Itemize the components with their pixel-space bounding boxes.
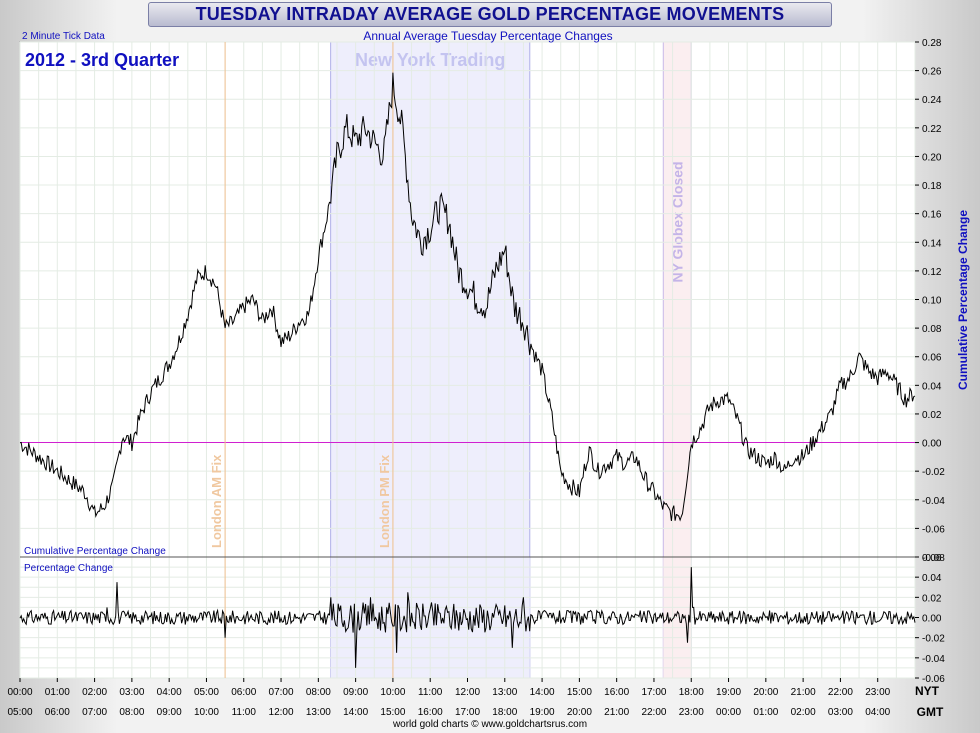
x-tick-label-gmt: 00:00 <box>716 707 741 718</box>
y-tick-label-upper: 0.26 <box>922 67 942 78</box>
y-tick-label-upper: 0.16 <box>922 210 942 221</box>
x-tick-label-gmt: 19:00 <box>530 707 555 718</box>
y-tick-label-upper: 0.06 <box>922 353 942 364</box>
x-tick-label-nyt: 08:00 <box>306 687 331 698</box>
tick-note: 2 Minute Tick Data <box>22 31 105 42</box>
fix-label-0: London AM Fix <box>209 454 224 548</box>
x-tick-label-nyt: 19:00 <box>716 687 741 698</box>
x-tick-label-nyt: 10:00 <box>380 687 405 698</box>
x-tick-label-gmt: 06:00 <box>45 707 70 718</box>
y-tick-label-upper: 0.10 <box>922 296 942 307</box>
x-tick-label-nyt: 07:00 <box>269 687 294 698</box>
x-tick-label-gmt: 08:00 <box>119 707 144 718</box>
y-tick-label-upper: 0.22 <box>922 124 942 135</box>
x-tick-label-nyt: 22:00 <box>828 687 853 698</box>
y-tick-label-lower: -0.06 <box>922 674 945 685</box>
fix-lines: London AM Fix London PM Fix <box>209 42 394 678</box>
x-tick-label-gmt: 04:00 <box>865 707 890 718</box>
fix-label-1: London PM Fix <box>377 454 392 548</box>
series-layer <box>19 72 916 668</box>
x-tick-label-gmt: 17:00 <box>455 707 480 718</box>
gmt-label: GMT <box>917 705 944 719</box>
x-tick-label-gmt: 20:00 <box>567 707 592 718</box>
x-tick-label-nyt: 01:00 <box>45 687 70 698</box>
y-axis-upper: -0.08 -0.06 -0.04 -0.02 0.00 0.02 0.04 0.06 0.08… <box>915 38 945 564</box>
x-tick-label-gmt: 10:00 <box>194 707 219 718</box>
nyt-label: NYT <box>915 684 940 698</box>
period-label: 2012 - 3rd Quarter <box>25 50 179 70</box>
y-tick-label-upper: 0.00 <box>922 439 942 450</box>
x-tick-label-nyt: 21:00 <box>791 687 816 698</box>
chart-title: TUESDAY INTRADAY AVERAGE GOLD PERCENTAGE… <box>195 4 785 24</box>
y-axis-lower: -0.06 -0.04 -0.02 0.00 0.02 0.04 0.06 <box>915 553 945 685</box>
cumulative-series-line <box>19 72 916 522</box>
x-tick-label-gmt: 14:00 <box>343 707 368 718</box>
x-axis: 00:00 05:00 01:00 06:00 02:00 07:00 03:00 08:00… <box>7 678 891 718</box>
y-tick-label-upper: -0.02 <box>922 467 945 478</box>
percentage-change-series-line <box>19 567 916 668</box>
x-tick-label-gmt: 21:00 <box>604 707 629 718</box>
y-tick-label-lower: 0.02 <box>922 593 942 604</box>
x-tick-label-gmt: 11:00 <box>232 707 257 718</box>
y-tick-label-lower: 0.00 <box>922 614 942 625</box>
x-tick-label-gmt: 16:00 <box>418 707 443 718</box>
x-tick-label-gmt: 23:00 <box>679 707 704 718</box>
x-tick-label-nyt: 15:00 <box>567 687 592 698</box>
x-tick-label-gmt: 05:00 <box>7 707 32 718</box>
x-tick-label-gmt: 07:00 <box>82 707 107 718</box>
y-tick-label-lower: 0.06 <box>922 553 942 564</box>
y-tick-label-upper: 0.18 <box>922 181 942 192</box>
title-banner: TUESDAY INTRADAY AVERAGE GOLD PERCENTAGE… <box>148 2 832 27</box>
y-tick-label-upper: -0.08 <box>922 553 945 564</box>
x-tick-label-nyt: 02:00 <box>82 687 107 698</box>
x-tick-label-nyt: 12:00 <box>455 687 480 698</box>
y-tick-label-upper: 0.08 <box>922 324 942 335</box>
x-tick-label-nyt: 14:00 <box>530 687 555 698</box>
upper-panel-label: Cumulative Percentage Change <box>24 546 166 557</box>
x-tick-label-nyt: 23:00 <box>865 687 890 698</box>
subtitle: Annual Average Tuesday Percentage Change… <box>363 29 612 43</box>
y-tick-label-upper: -0.04 <box>922 496 945 507</box>
credit: world gold charts © www.goldchartsrus.co… <box>392 719 587 730</box>
y-tick-label-upper: 0.24 <box>922 95 942 106</box>
x-tick-label-gmt: 12:00 <box>269 707 294 718</box>
y-tick-label-upper: 0.28 <box>922 38 942 49</box>
x-tick-label-gmt: 01:00 <box>753 707 778 718</box>
y-tick-label-upper: 0.02 <box>922 410 942 421</box>
y-tick-label-upper: 0.04 <box>922 381 942 392</box>
x-tick-label-nyt: 03:00 <box>119 687 144 698</box>
x-tick-label-nyt: 09:00 <box>343 687 368 698</box>
region-label-globex-closed: NY Globex Closed <box>669 161 685 282</box>
y-tick-label-upper: -0.06 <box>922 524 945 535</box>
x-tick-label-nyt: 17:00 <box>641 687 666 698</box>
y-tick-label-lower: -0.02 <box>922 634 945 645</box>
x-tick-label-nyt: 11:00 <box>418 687 443 698</box>
y-tick-label-upper: 0.12 <box>922 267 942 278</box>
x-tick-label-gmt: 09:00 <box>157 707 182 718</box>
y-axis-title: Cumulative Percentage Change <box>956 210 970 390</box>
x-tick-label-nyt: 18:00 <box>679 687 704 698</box>
x-tick-label-nyt: 16:00 <box>604 687 629 698</box>
x-tick-label-nyt: 04:00 <box>157 687 182 698</box>
y-tick-label-lower: -0.04 <box>922 654 945 665</box>
x-tick-label-gmt: 13:00 <box>306 707 331 718</box>
y-tick-label-upper: 0.20 <box>922 152 942 163</box>
x-tick-label-gmt: 03:00 <box>828 707 853 718</box>
y-tick-label-lower: 0.04 <box>922 573 942 584</box>
x-tick-label-nyt: 13:00 <box>492 687 517 698</box>
x-tick-label-nyt: 05:00 <box>194 687 219 698</box>
x-tick-label-nyt: 00:00 <box>7 687 32 698</box>
lower-panel-label: Percentage Change <box>24 563 113 574</box>
x-tick-label-gmt: 15:00 <box>380 707 405 718</box>
x-tick-label-nyt: 20:00 <box>753 687 778 698</box>
x-tick-label-gmt: 18:00 <box>492 707 517 718</box>
x-tick-label-nyt: 06:00 <box>231 687 256 698</box>
x-tick-label-gmt: 02:00 <box>791 707 816 718</box>
x-tick-label-gmt: 22:00 <box>641 707 666 718</box>
y-tick-label-upper: 0.14 <box>922 238 942 249</box>
